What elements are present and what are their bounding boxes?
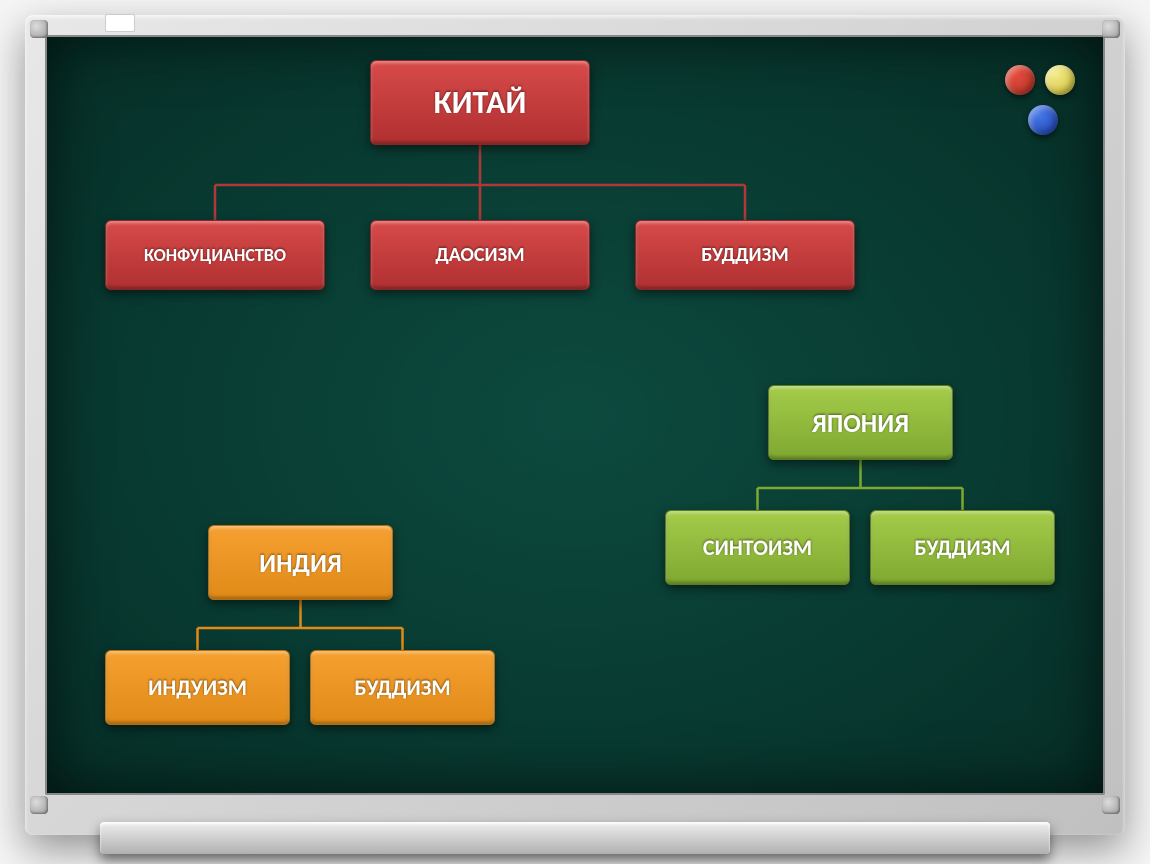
india-child-box-1: БУДДИЗМ [310,650,495,725]
india-child-box-0: ИНДУИЗМ [105,650,290,725]
india-root-box: ИНДИЯ [208,525,393,600]
india-connector [0,0,1150,864]
